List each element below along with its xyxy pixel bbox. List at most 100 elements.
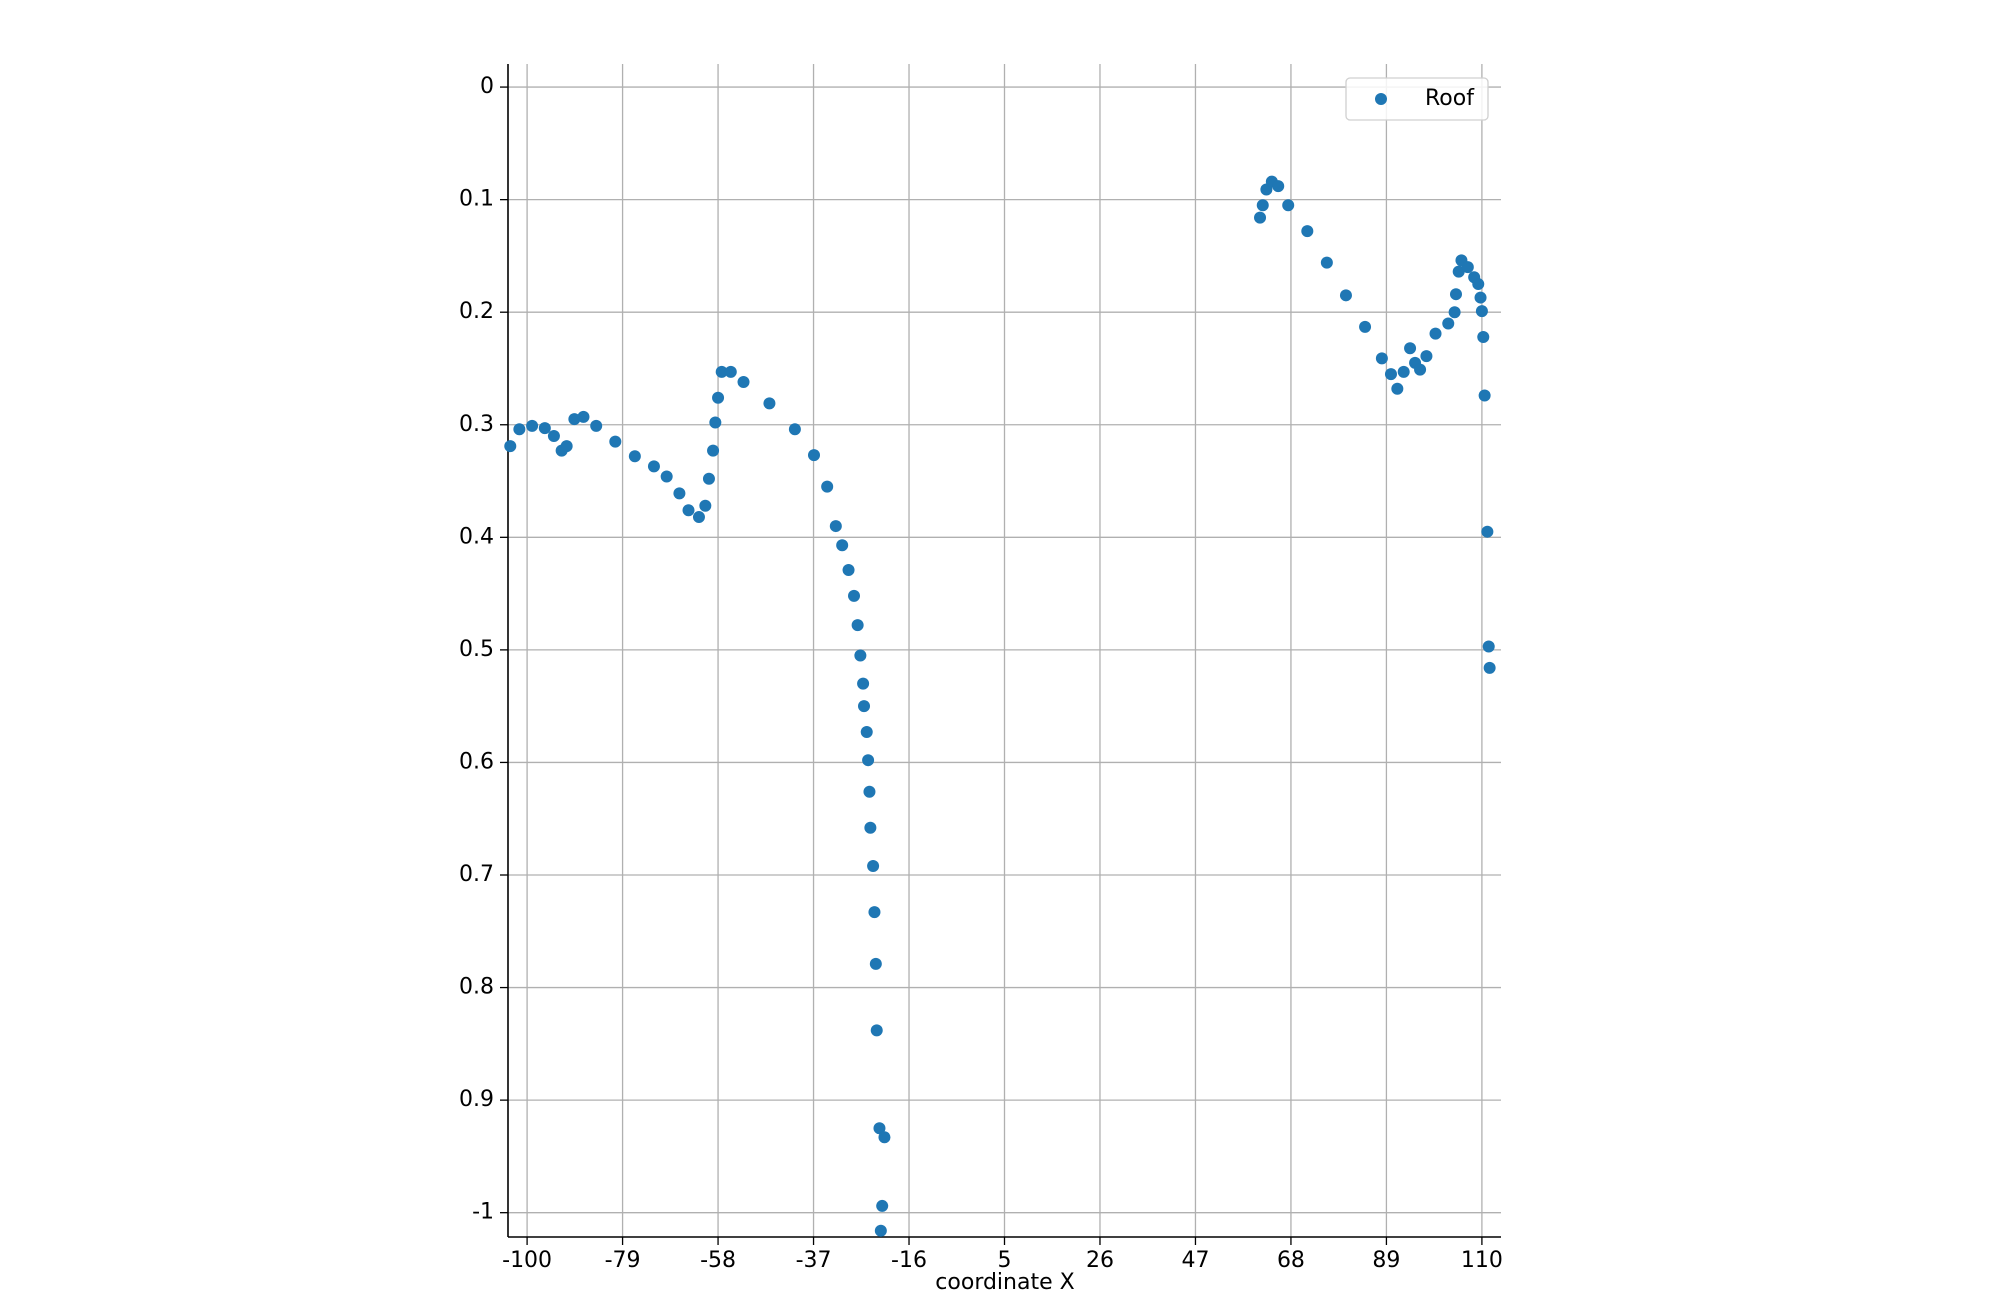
point (1482, 640, 1495, 653)
point (876, 1199, 889, 1212)
point (1481, 525, 1494, 538)
point (1448, 306, 1461, 319)
point (848, 589, 861, 602)
x-tick-label: 47 (1181, 1248, 1209, 1273)
point (863, 785, 876, 798)
point (1474, 291, 1487, 304)
point (1272, 180, 1285, 193)
point (715, 365, 728, 378)
point (1397, 365, 1410, 378)
point (869, 957, 882, 970)
point (763, 397, 776, 410)
point (807, 449, 820, 462)
point (590, 419, 603, 432)
point (868, 906, 881, 919)
point (1414, 363, 1427, 376)
point (1384, 368, 1397, 381)
point (682, 504, 695, 517)
point (1339, 289, 1352, 302)
x-tick-label: -37 (796, 1248, 832, 1273)
x-tick-label: -100 (502, 1248, 552, 1273)
x-tick-label: 110 (1461, 1248, 1503, 1273)
y-tick-label: 0.8 (459, 975, 494, 1000)
point (724, 365, 737, 378)
point (1429, 327, 1442, 340)
y-tick-label: 0 (480, 74, 494, 99)
point (829, 520, 842, 533)
point (737, 375, 750, 388)
point (628, 450, 641, 463)
x-axis-label: coordinate X (935, 1270, 1074, 1295)
point (1478, 389, 1491, 402)
point (577, 410, 590, 423)
point (699, 499, 712, 512)
point (864, 821, 877, 834)
point (1282, 199, 1295, 212)
point (647, 460, 660, 473)
point (1320, 256, 1333, 269)
point (560, 440, 573, 453)
point (873, 1122, 886, 1135)
point (1483, 661, 1496, 674)
y-tick-label: -1 (472, 1200, 494, 1225)
point (858, 700, 871, 713)
point (709, 416, 722, 429)
point (568, 413, 581, 426)
legend-marker (1375, 93, 1387, 105)
x-tick-label: 89 (1372, 1248, 1400, 1273)
point (1475, 305, 1488, 318)
point (857, 677, 870, 690)
x-tick-label: 26 (1086, 1248, 1114, 1273)
y-tick-label: 0.5 (459, 637, 494, 662)
point (609, 435, 622, 448)
point (504, 440, 517, 453)
point (836, 539, 849, 552)
point (842, 563, 855, 576)
point (538, 422, 551, 435)
point (1442, 317, 1455, 330)
x-tick-label: -16 (891, 1248, 927, 1273)
point (660, 470, 673, 483)
point (692, 511, 705, 524)
legend-label: Roof (1425, 86, 1475, 111)
point (547, 430, 560, 443)
point (513, 423, 526, 436)
point (788, 423, 801, 436)
point (862, 754, 875, 767)
x-tick-label: 5 (998, 1248, 1012, 1273)
point (1477, 330, 1490, 343)
y-tick-label: 0.6 (459, 749, 494, 774)
point (702, 472, 715, 485)
point (870, 1024, 883, 1037)
point (1375, 352, 1388, 365)
point (1420, 350, 1433, 363)
point (1256, 199, 1269, 212)
y-tick-label: 0.7 (459, 862, 494, 887)
point (874, 1224, 887, 1237)
point (821, 480, 834, 493)
point (1404, 342, 1417, 355)
point (1301, 225, 1314, 238)
point (851, 619, 864, 632)
point (860, 726, 873, 739)
point (712, 391, 725, 404)
point (526, 419, 539, 432)
legend-box (1345, 77, 1489, 121)
point (1449, 288, 1462, 301)
point (878, 1131, 891, 1144)
point (1461, 261, 1474, 274)
point (673, 487, 686, 500)
y-tick-label: 0.9 (459, 1087, 494, 1112)
point (1452, 265, 1465, 278)
x-tick-label: -79 (605, 1248, 641, 1273)
y-tick-label: 0.3 (459, 412, 494, 437)
point (1254, 211, 1267, 224)
point (1472, 278, 1485, 291)
point (854, 649, 867, 662)
x-tick-label: -58 (700, 1248, 736, 1273)
point (707, 444, 720, 457)
point (1359, 320, 1372, 333)
point (867, 859, 880, 872)
x-tick-label: 68 (1277, 1248, 1305, 1273)
